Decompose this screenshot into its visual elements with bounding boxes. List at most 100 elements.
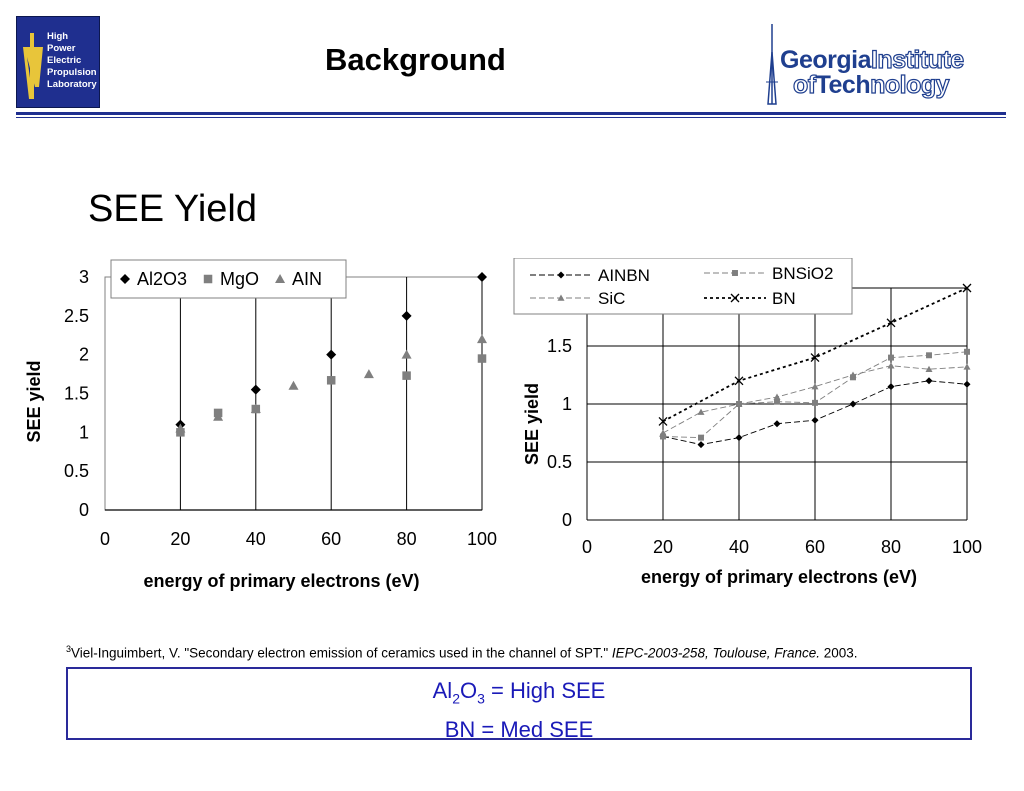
data-point — [658, 416, 668, 426]
data-point — [773, 420, 781, 428]
data-point — [925, 365, 933, 372]
legend-marker — [732, 270, 738, 276]
x-axis-label: energy of primary electrons (eV) — [143, 571, 419, 591]
data-point — [477, 354, 487, 363]
data-point — [326, 349, 337, 360]
summary-callout: Al2O3 = High SEE BN = Med SEE — [66, 667, 972, 742]
data-point — [402, 371, 411, 380]
y-tick-label: 3 — [79, 267, 89, 287]
legend-label: AINBN — [598, 266, 650, 285]
logo-word: Georgia — [780, 46, 871, 74]
callout-line-1: Al2O3 = High SEE — [68, 675, 970, 714]
data-point — [773, 393, 781, 400]
data-point — [963, 363, 971, 370]
x-tick-label: 40 — [729, 537, 749, 557]
x-tick-label: 60 — [321, 529, 341, 549]
chart-left: 0 0.5 1 1.5 2 2.5 3 0 20 40 60 80 100 energy of prima… — [24, 259, 497, 591]
logo-word: Institute — [870, 45, 964, 74]
slide-subtitle: SEE Yield — [88, 188, 257, 230]
data-point — [363, 369, 374, 379]
data-point — [734, 376, 744, 386]
data-point — [477, 334, 487, 344]
logo-word: Tech — [815, 71, 871, 99]
y-tick-label: 0.5 — [547, 452, 572, 472]
x-axis-label: energy of primary electrons (eV) — [641, 567, 917, 587]
data-point — [849, 371, 857, 378]
x-tick-label: 40 — [246, 529, 266, 549]
data-point — [887, 362, 895, 369]
data-point — [401, 310, 412, 321]
callout-text: = High SEE — [484, 678, 606, 703]
formula-subscript: 3 — [477, 690, 485, 707]
legend-marker — [275, 274, 286, 283]
y-tick-label: 2 — [79, 345, 89, 365]
data-point — [812, 399, 818, 406]
legend-box — [110, 259, 347, 299]
plot-area — [104, 276, 483, 511]
data-point — [660, 433, 666, 440]
x-tick-label: 20 — [653, 537, 673, 557]
header-rule-thin — [16, 117, 1006, 118]
y-tick-label: 2.5 — [64, 306, 89, 326]
data-point — [250, 384, 261, 395]
x-tick-label: 60 — [805, 537, 825, 557]
y-axis-label: SEE yield — [522, 383, 542, 465]
y-tick-label: 1 — [562, 394, 572, 414]
chart-right: 00.511.52020406080100energy of primary e… — [513, 258, 982, 587]
hpepl-line: Electric — [47, 55, 82, 66]
formula-subscript: 2 — [452, 690, 460, 707]
data-point — [288, 380, 299, 390]
data-point — [774, 398, 780, 405]
hpepl-line: Power — [47, 43, 76, 54]
legend-marker — [557, 294, 565, 301]
data-point — [698, 434, 704, 441]
y-axis-label: SEE yield — [24, 360, 44, 442]
logo-word: of — [792, 70, 816, 99]
header-rule — [16, 112, 1006, 115]
data-point — [477, 272, 487, 282]
legend-marker — [730, 293, 740, 303]
legend-label: Al2O3 — [137, 269, 187, 289]
x-tick-label: 80 — [397, 529, 417, 549]
legend-marker — [120, 274, 130, 284]
citation-venue: IEPC-2003-258, Toulouse, France. — [611, 645, 821, 661]
data-point — [810, 353, 820, 363]
y-tick-label: 0 — [79, 500, 89, 520]
data-point — [849, 400, 857, 408]
hpepl-logo: High Power Electric Propulsion Laborator… — [16, 16, 100, 108]
hpepl-line: High — [47, 31, 69, 42]
series-line — [662, 287, 968, 423]
data-point — [213, 411, 224, 421]
callout-line-2: BN = Med SEE — [444, 717, 594, 743]
data-point — [963, 380, 971, 388]
x-tick-label: 20 — [170, 529, 190, 549]
data-point — [887, 383, 895, 391]
data-point — [886, 318, 896, 328]
x-tick-label: 0 — [582, 537, 592, 557]
formula-part: Al — [432, 678, 453, 703]
data-point — [175, 423, 186, 433]
hpepl-line: Propulsion — [47, 67, 97, 78]
data-point — [811, 383, 819, 390]
x-tick-label: 80 — [881, 537, 901, 557]
data-point — [888, 354, 894, 361]
hpepl-logo-text: High Power Electric Propulsion Laborator… — [47, 31, 97, 91]
legend-label: SiC — [598, 289, 625, 308]
legend-label: AIN — [292, 269, 322, 289]
data-point — [659, 429, 667, 436]
data-point — [326, 376, 336, 385]
data-point — [735, 400, 743, 407]
y-tick-label: 0.5 — [64, 461, 89, 481]
page-heading: Background — [325, 42, 506, 77]
y-tick-label: 0 — [562, 510, 572, 530]
logo-line-2: ofTechnology — [792, 70, 951, 100]
citation-marker: 3 — [66, 644, 72, 654]
data-point — [962, 283, 972, 293]
data-point — [250, 404, 261, 414]
x-tick-label: 100 — [952, 537, 982, 557]
data-point — [926, 352, 932, 359]
hpepl-emblem-icon — [23, 33, 43, 99]
data-point — [697, 441, 705, 449]
legend-marker — [557, 271, 565, 279]
logo-word: nology — [870, 70, 951, 99]
